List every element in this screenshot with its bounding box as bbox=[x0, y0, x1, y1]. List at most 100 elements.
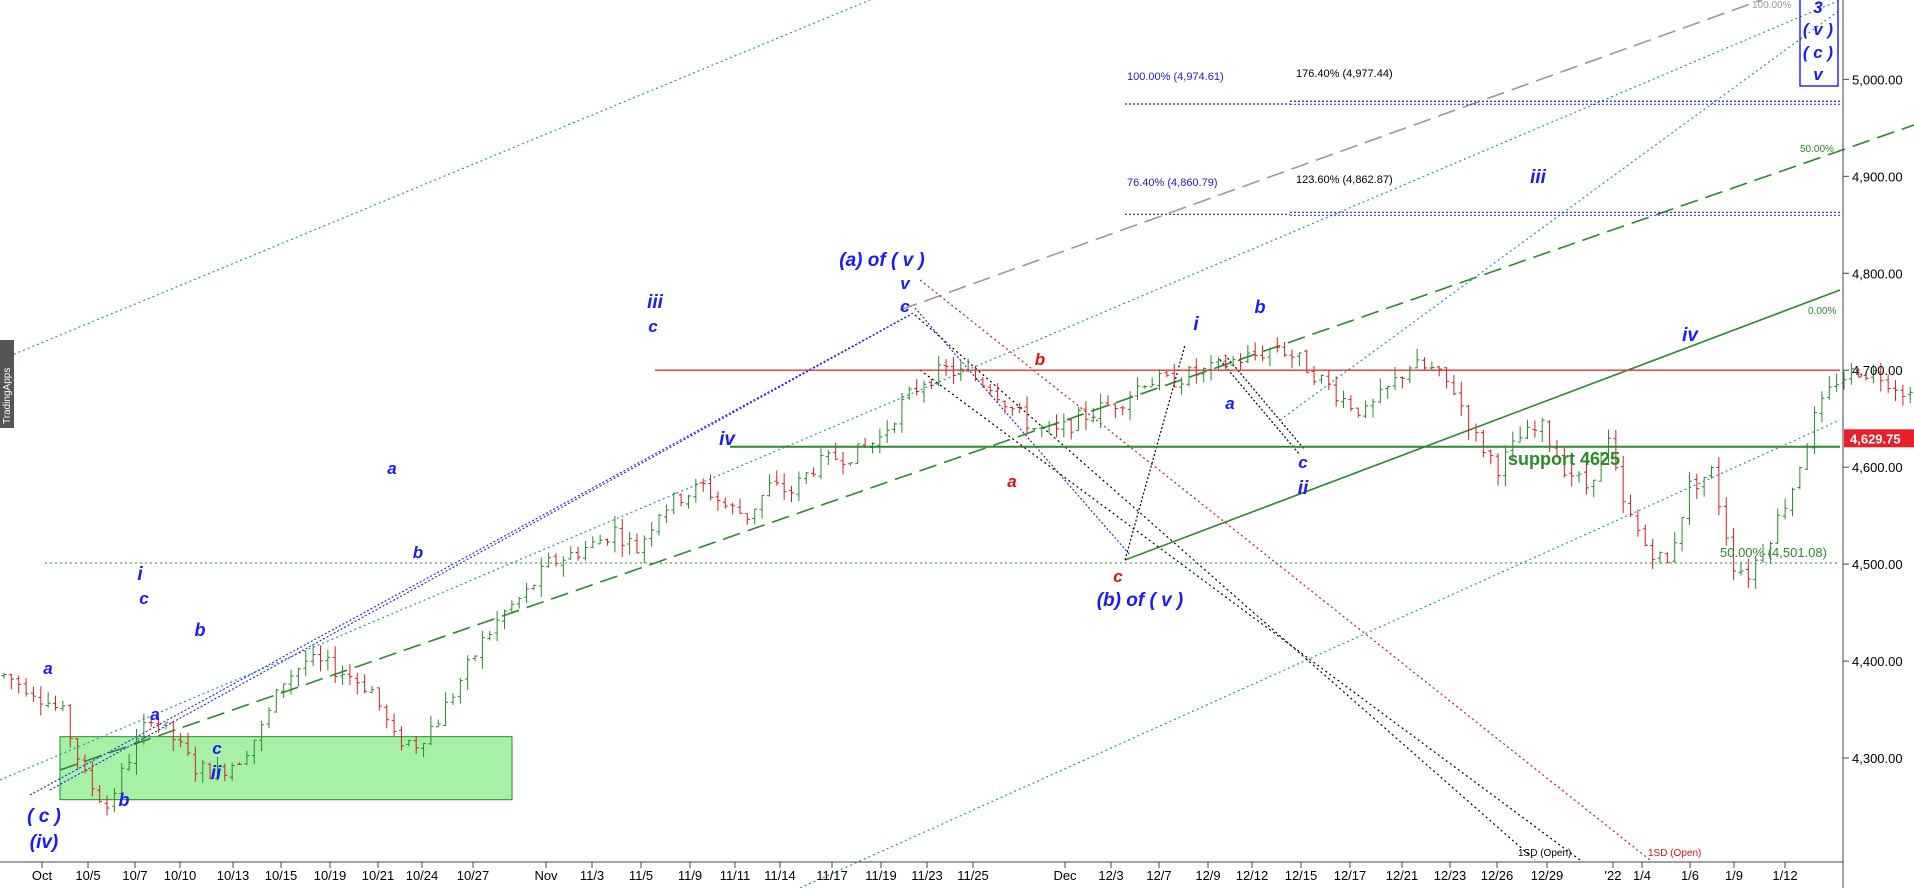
candle bbox=[744, 513, 750, 525]
trendline bbox=[49, 314, 911, 791]
candle bbox=[354, 672, 360, 695]
wave-label: c bbox=[139, 589, 149, 608]
y-tick-label: 4,700.00 bbox=[1852, 363, 1903, 378]
x-tick-label: 10/5 bbox=[75, 868, 100, 883]
watermark-tab bbox=[0, 340, 14, 428]
candle bbox=[715, 491, 721, 511]
x-tick-label: 12/9 bbox=[1195, 868, 1220, 883]
candle bbox=[295, 667, 301, 687]
candle bbox=[1613, 430, 1619, 471]
wave-label: iv bbox=[719, 429, 736, 450]
candle bbox=[590, 536, 596, 549]
candle bbox=[332, 646, 338, 683]
candle bbox=[1311, 365, 1317, 386]
watermark-text: TradingApps bbox=[2, 368, 13, 424]
trendline bbox=[59, 124, 1914, 771]
candle bbox=[1900, 384, 1906, 406]
candle bbox=[877, 428, 883, 454]
candle bbox=[266, 707, 272, 729]
candle bbox=[899, 392, 905, 433]
wave-label: b bbox=[413, 543, 423, 562]
x-tick-label: Nov bbox=[534, 868, 558, 883]
candle bbox=[1179, 377, 1185, 395]
y-tick-label: 4,900.00 bbox=[1852, 169, 1903, 184]
candle bbox=[1186, 365, 1192, 387]
trendline bbox=[799, 419, 1841, 888]
candle bbox=[38, 686, 44, 716]
candle bbox=[1620, 455, 1626, 513]
candle bbox=[1083, 401, 1089, 430]
candle bbox=[906, 386, 912, 400]
candle bbox=[1127, 391, 1133, 420]
candle bbox=[987, 384, 993, 397]
candle bbox=[1407, 365, 1413, 384]
candle bbox=[1385, 385, 1391, 399]
candle bbox=[796, 471, 802, 502]
candle bbox=[1583, 461, 1589, 495]
candle bbox=[1848, 363, 1854, 385]
wave-label: (iv) bbox=[30, 832, 59, 853]
candle bbox=[200, 760, 206, 783]
candle bbox=[1112, 402, 1118, 418]
candle bbox=[612, 516, 618, 553]
candle bbox=[1709, 465, 1715, 479]
candle bbox=[229, 762, 235, 781]
candle bbox=[1863, 374, 1869, 381]
wave-label: ( c ) bbox=[27, 806, 61, 827]
candle bbox=[148, 718, 154, 727]
candle bbox=[1304, 349, 1310, 374]
candle bbox=[1421, 357, 1427, 370]
wave-label: (b) of ( v ) bbox=[1097, 590, 1184, 611]
candle bbox=[722, 497, 728, 509]
support-label: support 4625 bbox=[1508, 449, 1620, 469]
candle bbox=[1348, 395, 1354, 412]
candle bbox=[1686, 471, 1692, 525]
wave-label: b bbox=[1035, 350, 1045, 369]
candle bbox=[1716, 457, 1722, 516]
candle bbox=[605, 538, 611, 546]
candle bbox=[1098, 393, 1104, 429]
y-tick-label: 5,000.00 bbox=[1852, 72, 1903, 87]
candle bbox=[428, 715, 434, 746]
x-tick-label: '22 bbox=[1605, 868, 1622, 883]
x-tick-label: 11/19 bbox=[865, 868, 897, 883]
candle bbox=[1532, 420, 1538, 438]
candlestick-series bbox=[1, 337, 1913, 816]
candle bbox=[1157, 369, 1163, 391]
projection-label: 1SD (Open) bbox=[1648, 848, 1701, 859]
candle bbox=[869, 442, 875, 454]
candle bbox=[1193, 358, 1199, 384]
candle bbox=[1164, 370, 1170, 378]
candle bbox=[1341, 390, 1347, 409]
candle bbox=[1473, 423, 1479, 442]
candle bbox=[1819, 391, 1825, 423]
candle bbox=[973, 365, 979, 382]
candle bbox=[501, 609, 507, 630]
candle bbox=[1282, 341, 1288, 358]
trendline bbox=[1124, 289, 1841, 561]
trendline bbox=[1279, 9, 1841, 421]
channel-percent-label: 0.00% bbox=[1808, 306, 1836, 317]
candle bbox=[766, 474, 772, 497]
candle bbox=[1458, 381, 1464, 417]
candle bbox=[1480, 429, 1486, 458]
trendline bbox=[919, 279, 1651, 861]
wave-label: v bbox=[900, 274, 911, 293]
candle bbox=[1149, 377, 1155, 388]
candle bbox=[1642, 524, 1648, 547]
current-price-label: 4,629.75 bbox=[1850, 431, 1901, 446]
candle bbox=[1039, 425, 1045, 438]
x-tick-label: 11/23 bbox=[911, 868, 943, 883]
candle bbox=[847, 462, 853, 466]
candle bbox=[936, 356, 942, 387]
trendline bbox=[1200, 100, 1840, 880]
candle bbox=[1841, 371, 1847, 390]
candle bbox=[185, 732, 191, 756]
candle bbox=[8, 673, 14, 690]
candle bbox=[663, 504, 669, 524]
x-tick-label: 10/19 bbox=[314, 868, 347, 883]
trendline bbox=[0, 0, 1841, 781]
candle bbox=[1002, 400, 1008, 414]
